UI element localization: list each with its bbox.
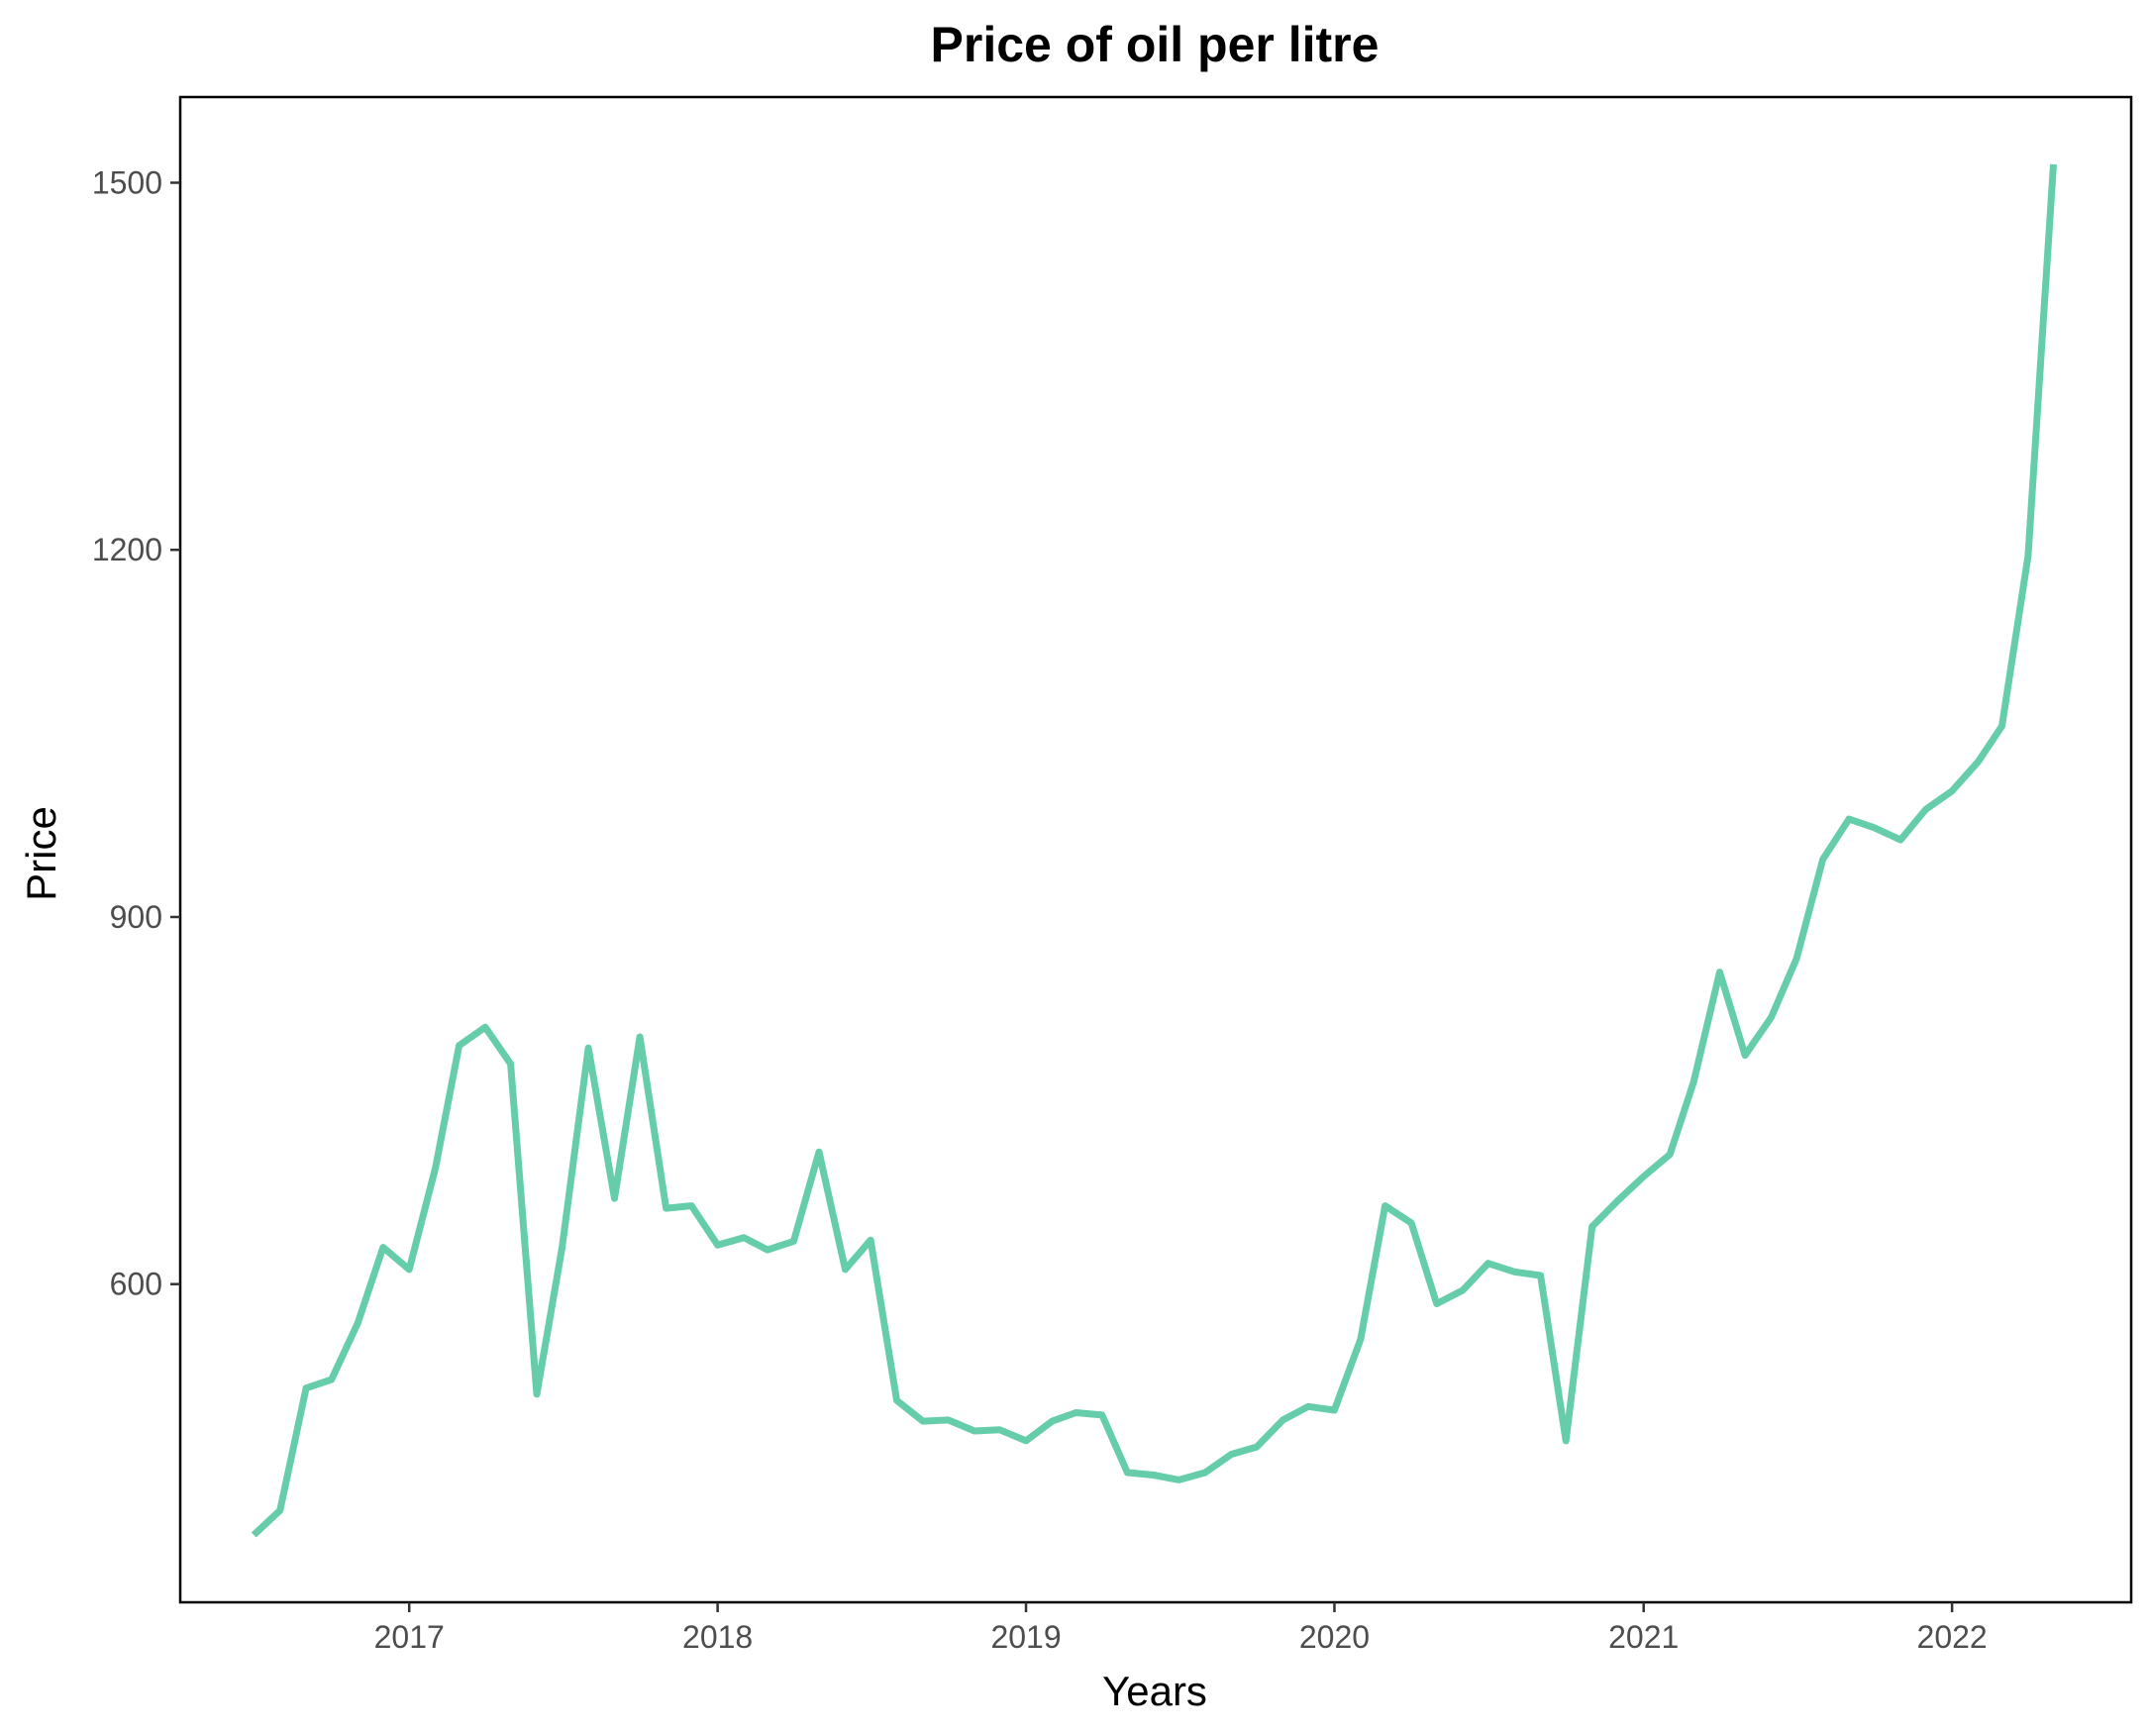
- y-axis-title: Price: [18, 806, 64, 901]
- series-line-0: [251, 163, 2057, 1538]
- x-axis-title: Years: [1102, 1668, 1207, 1714]
- x-tick-label: 2021: [1608, 1619, 1679, 1655]
- y-tick-label: 1500: [92, 165, 162, 201]
- x-tick-label: 2022: [1917, 1619, 1988, 1655]
- x-tick-label: 2019: [990, 1619, 1061, 1655]
- plot-panel-border: [178, 95, 2133, 1604]
- x-axis: 2017 2018 2019 2020 2021 2022: [374, 1602, 1988, 1655]
- plot-area: [178, 95, 2133, 1604]
- x-tick-label: 2017: [374, 1619, 445, 1655]
- y-tick-label: 1200: [92, 532, 162, 567]
- y-axis: 600 900 1200 1500: [92, 165, 180, 1302]
- y-tick-label: 900: [110, 899, 162, 935]
- x-tick-label: 2018: [682, 1619, 753, 1655]
- chart-title: Price of oil per litre: [931, 17, 1380, 72]
- y-tick-label: 600: [110, 1267, 162, 1302]
- x-tick-label: 2020: [1299, 1619, 1370, 1655]
